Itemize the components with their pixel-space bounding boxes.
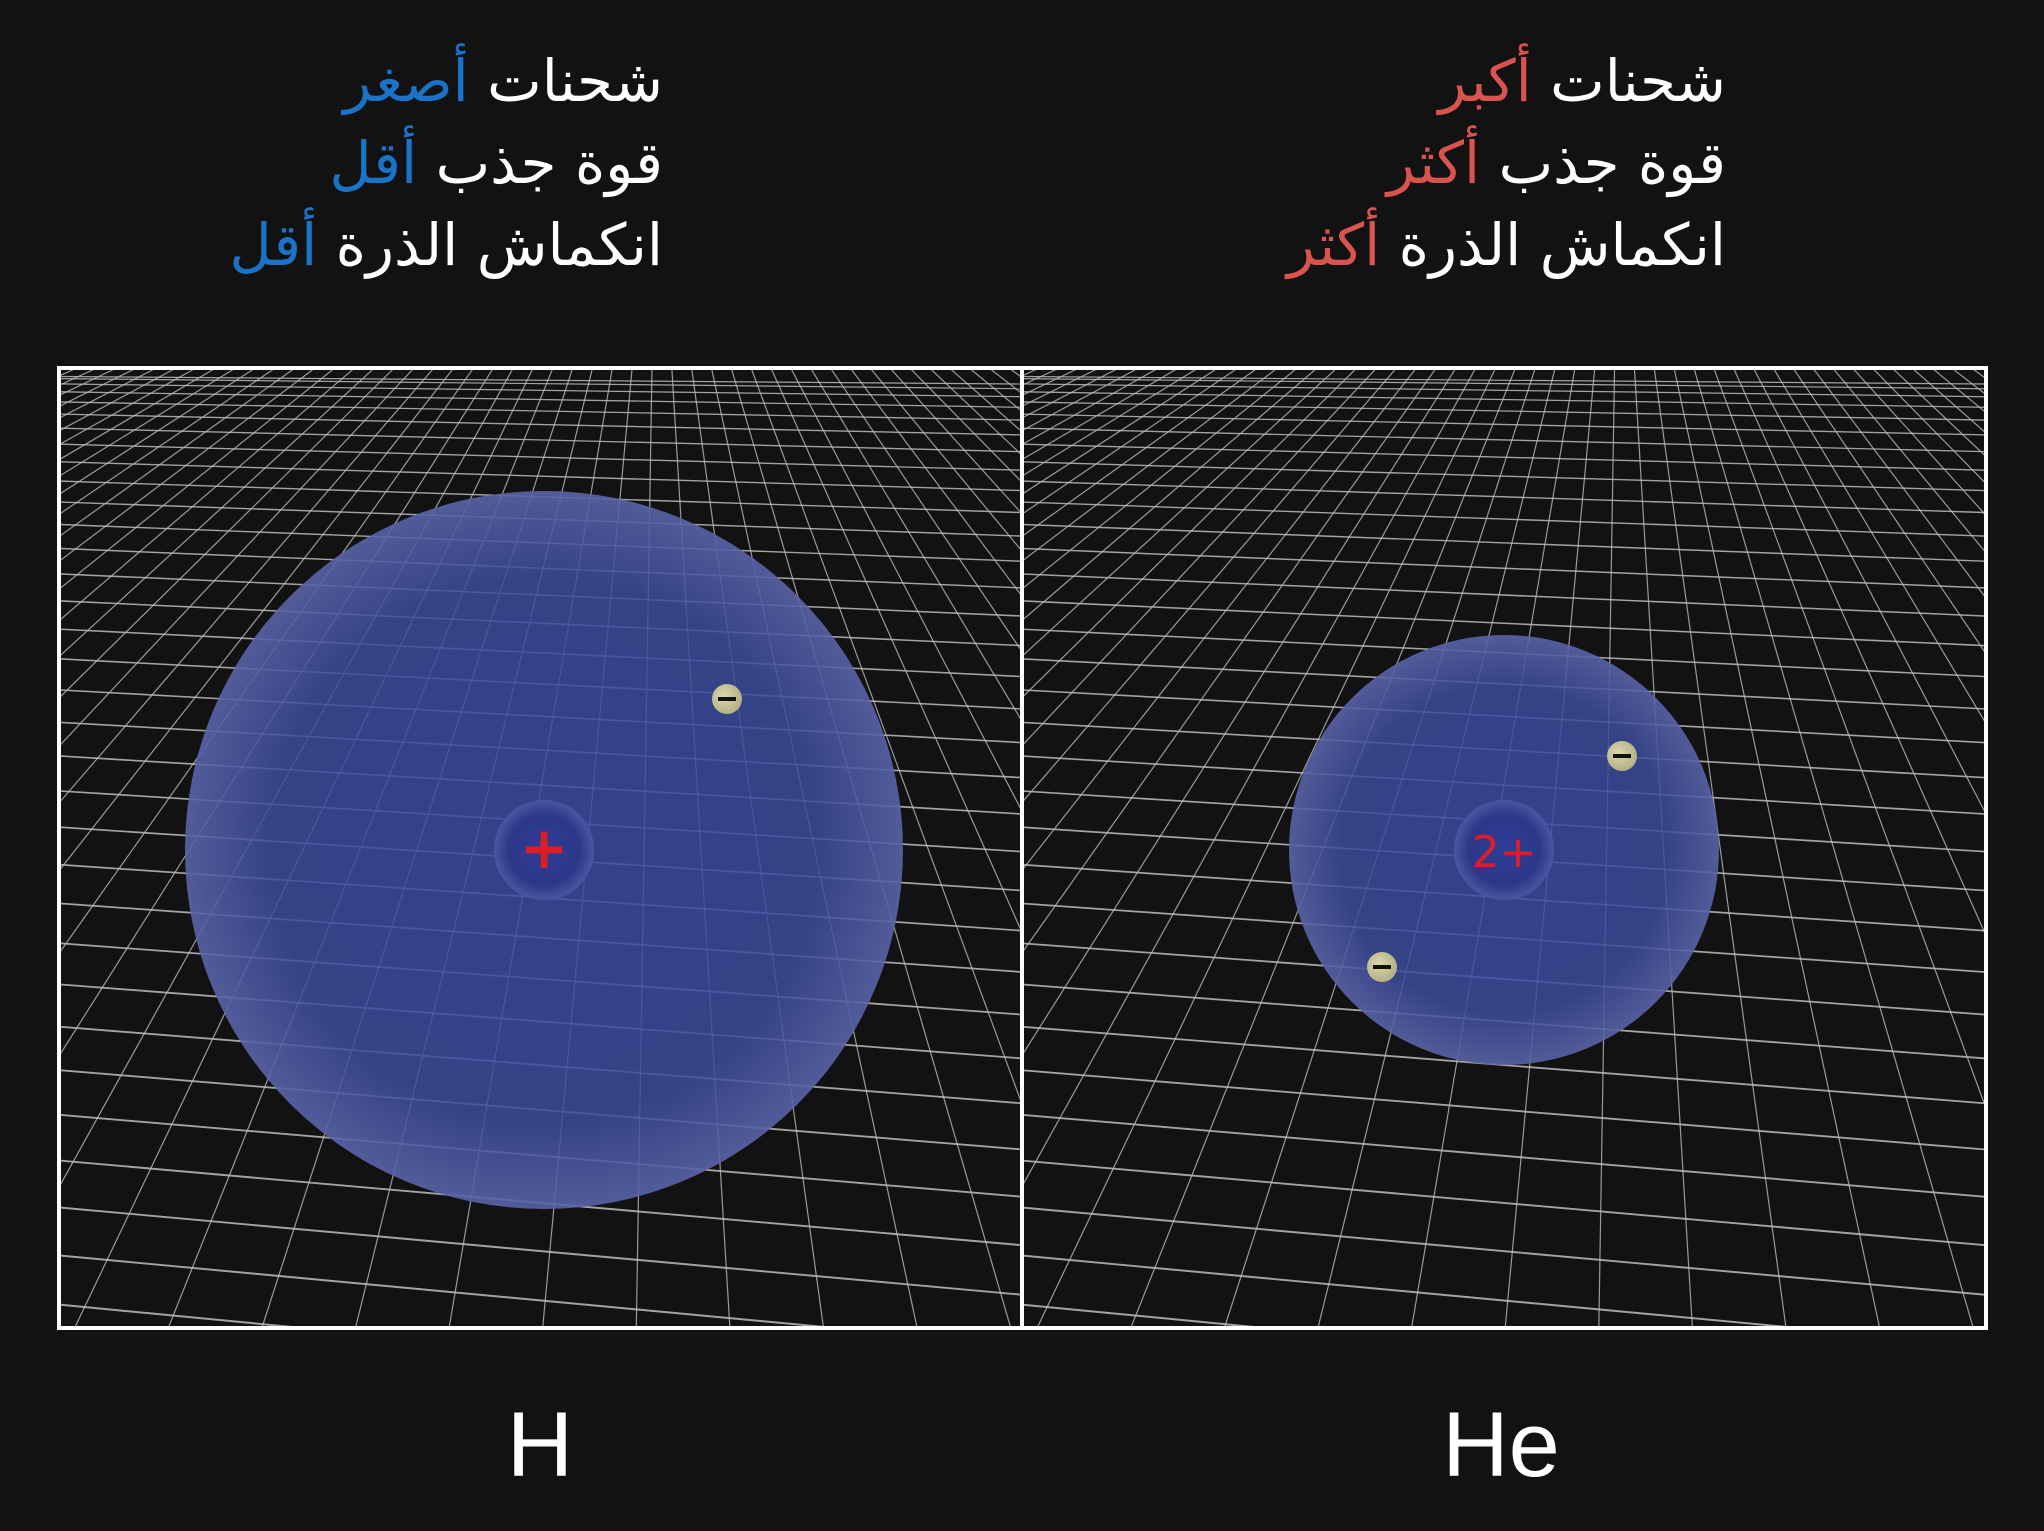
caption-highlight: أكثر bbox=[1386, 129, 1481, 197]
caption-highlight: أقل bbox=[229, 211, 318, 279]
electron bbox=[1607, 741, 1637, 771]
hydrogen-atom: + bbox=[185, 491, 903, 1209]
electron bbox=[712, 684, 742, 714]
caption-highlight: أكبر bbox=[1438, 47, 1532, 115]
atom-comparison-panel: + 2+ bbox=[57, 366, 1988, 1330]
nucleus-charge-label: + bbox=[520, 814, 569, 882]
hydrogen-symbol: H bbox=[506, 1394, 574, 1496]
caption-line-contraction: انكماش الذرة أكثر bbox=[1286, 211, 1726, 279]
caption-line-charges: شحنات أصغر bbox=[343, 47, 663, 115]
caption-highlight: أقل bbox=[329, 129, 418, 197]
caption-line-charges: شحنات أكبر bbox=[1438, 47, 1726, 115]
nucleus bbox=[494, 800, 594, 900]
caption-line-attraction: قوة جذب أكثر bbox=[1386, 129, 1726, 197]
hydrogen-caption: شحنات أصغر قوة جذب أقل انكماش الذرة أقل bbox=[0, 40, 663, 286]
nucleus bbox=[1454, 800, 1554, 900]
caption-highlight: أكثر bbox=[1286, 211, 1381, 279]
nucleus-charge-label: 2+ bbox=[1472, 827, 1537, 878]
electron bbox=[1367, 952, 1397, 982]
helium-symbol: He bbox=[1442, 1394, 1560, 1496]
caption-highlight: أصغر bbox=[343, 47, 469, 115]
caption-line-attraction: قوة جذب أقل bbox=[329, 129, 663, 197]
caption-line-contraction: انكماش الذرة أقل bbox=[229, 211, 663, 279]
helium-atom: 2+ bbox=[1289, 635, 1719, 1065]
helium-caption: شحنات أكبر قوة جذب أكثر انكماش الذرة أكث… bbox=[826, 40, 1726, 286]
